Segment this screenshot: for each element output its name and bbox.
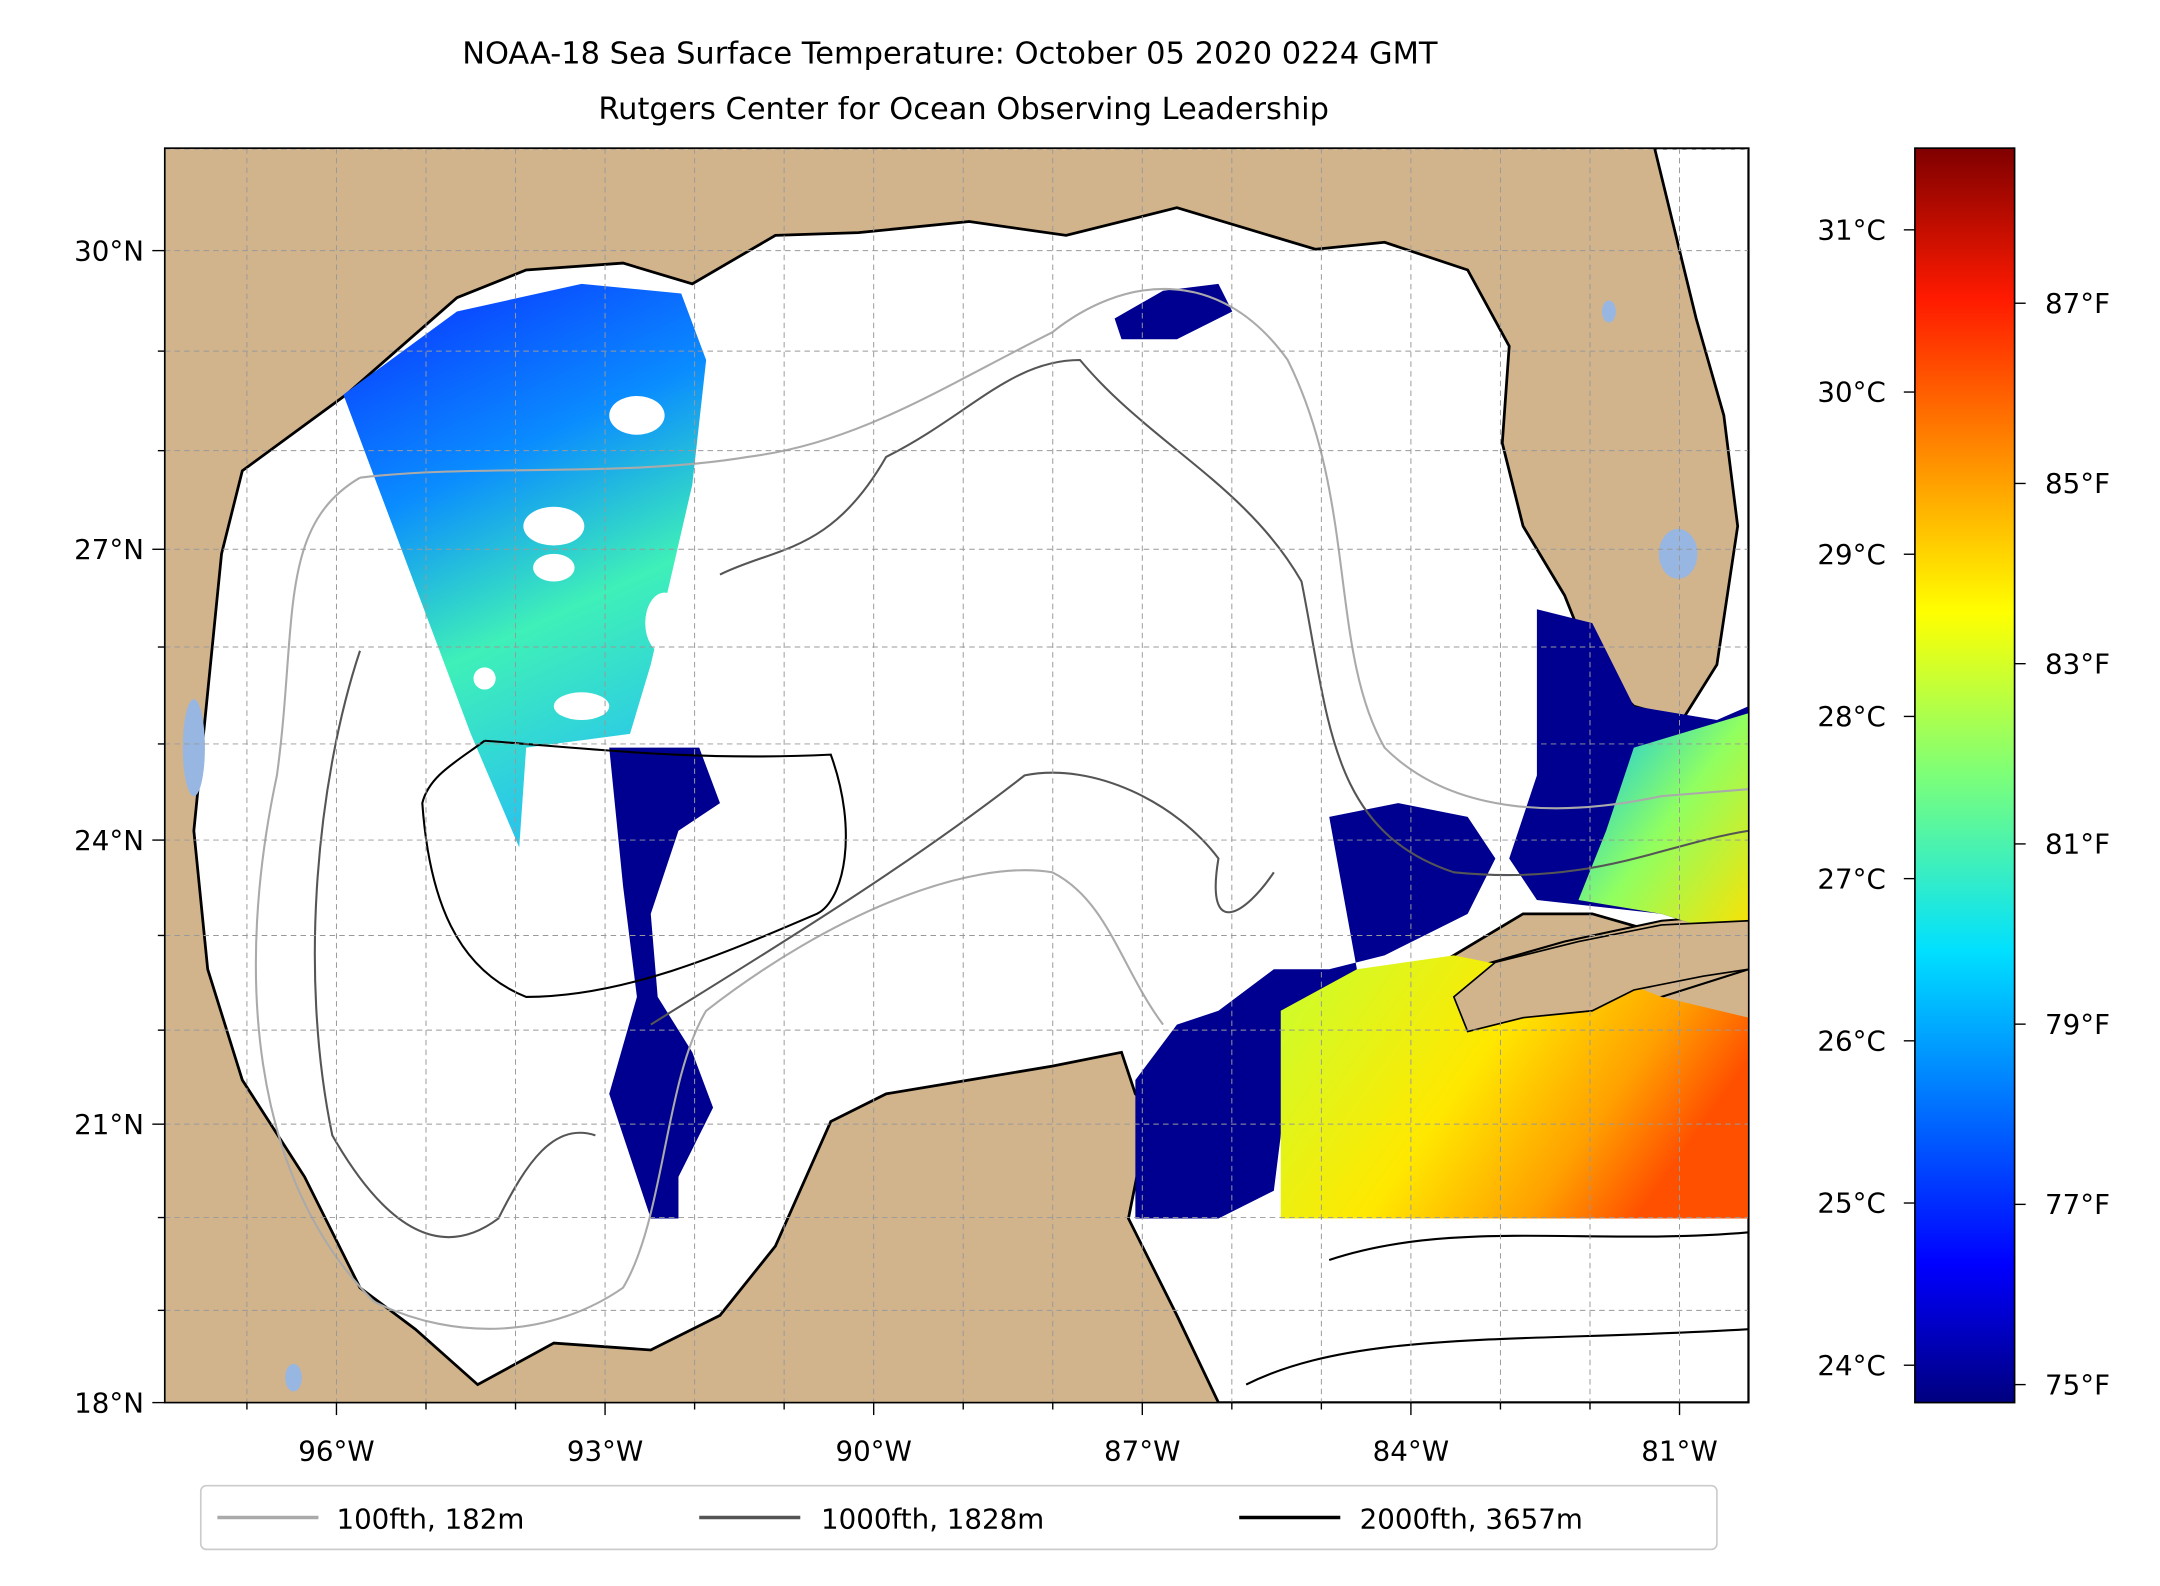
x-tick-label: 93°W xyxy=(567,1435,643,1468)
colorbar-c-tick-label: 26°C xyxy=(1817,1025,1885,1058)
legend-box xyxy=(199,1484,1718,1551)
colorbar-f-tick-label: 77°F xyxy=(2045,1188,2110,1221)
x-tick-label: 84°W xyxy=(1373,1435,1449,1468)
cloud-gaps xyxy=(473,395,684,720)
colorbar-c-tick-label: 28°C xyxy=(1817,700,1885,733)
colorbar-ticks: 31°C 30°C 29°C 28°C 27°C 26°C 25°C 24°C 87°F 85°F… xyxy=(1817,214,2110,1402)
x-tick-label: 81°W xyxy=(1641,1435,1717,1468)
map-area xyxy=(164,148,1749,1403)
colorbar-f-tick-label: 81°F xyxy=(2045,828,2110,861)
contour-2000fth xyxy=(421,739,1749,1386)
x-tick-label: 90°W xyxy=(835,1435,911,1468)
map-frame xyxy=(163,147,1750,1404)
contour-1000fth xyxy=(313,358,1749,1239)
sst-cold-patch-north xyxy=(1114,283,1233,340)
colorbar-f-tick-label: 83°F xyxy=(2045,647,2110,680)
sst-cold-patch-central xyxy=(609,747,720,1219)
sst-caribbean-warm xyxy=(1280,955,1749,1219)
legend-label-1000fth: 1000fth, 1828m xyxy=(821,1503,1044,1536)
colorbar-c-tick-label: 25°C xyxy=(1817,1187,1885,1220)
legend-label-2000fth: 2000fth, 3657m xyxy=(1360,1503,1583,1536)
y-tick-label: 24°N xyxy=(74,824,144,857)
colorbar-c-tick-label: 24°C xyxy=(1817,1349,1885,1382)
colorbar-c-tick-label: 27°C xyxy=(1817,862,1885,895)
x-tick-label: 87°W xyxy=(1104,1435,1180,1468)
colorbar-f-tick-label: 79°F xyxy=(2045,1008,2110,1041)
sst-data xyxy=(343,283,1749,1219)
y-tick-label: 18°N xyxy=(74,1386,144,1419)
colorbar-f-tick-label: 87°F xyxy=(2045,287,2110,320)
gridlines xyxy=(164,148,1749,1403)
y-tick-label: 21°N xyxy=(74,1108,144,1141)
axis-ticks: 96°W 93°W 90°W 87°W 84°W 81°W 30°N 27°N 24°N 21°N… xyxy=(74,234,1718,1467)
colorbar-c-tick-label: 30°C xyxy=(1817,376,1885,409)
sst-florida-warm xyxy=(1578,713,1749,942)
colorbar xyxy=(1914,147,2016,1404)
y-tick-label: 30°N xyxy=(74,234,144,267)
colorbar-f-tick-label: 75°F xyxy=(2045,1368,2110,1401)
colorbar-c-tick-label: 31°C xyxy=(1817,214,1885,247)
legend-label-100fth: 100fth, 182m xyxy=(336,1503,524,1536)
legend: 100fth, 182m 1000fth, 1828m 2000fth, 365… xyxy=(199,1484,1718,1551)
lakes xyxy=(182,300,1698,1392)
cuba-land-over xyxy=(1452,919,1749,1033)
colorbar-c-tick-label: 29°C xyxy=(1817,538,1885,571)
title-line-2: Rutgers Center for Ocean Observing Leade… xyxy=(598,92,1329,127)
x-tick-label: 96°W xyxy=(298,1435,374,1468)
colorbar-f-tick-label: 85°F xyxy=(2045,467,2110,500)
title-line-1: NOAA-18 Sea Surface Temperature: October… xyxy=(462,37,1438,72)
y-tick-label: 27°N xyxy=(74,533,144,566)
